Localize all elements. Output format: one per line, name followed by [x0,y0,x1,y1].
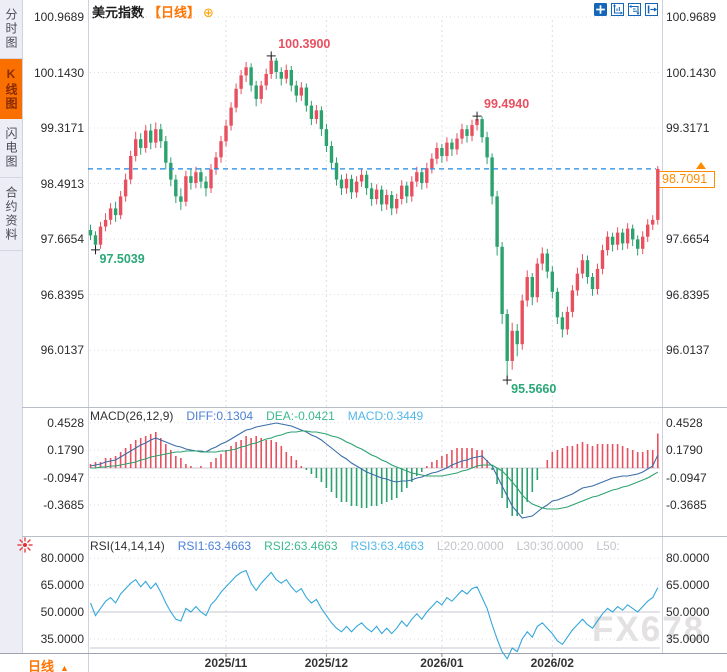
crosshair-icon[interactable] [594,3,607,16]
left-axis-label: 96.0137 [40,343,84,357]
macd-panel-separator [22,407,727,408]
left-axis-label: -0.0947 [43,470,84,485]
add-indicator-icon[interactable]: ⊕ [203,5,214,20]
left-axis-label: 100.1430 [33,65,84,80]
left-axis-label: 35.0000 [40,632,84,646]
right-axis-label: 0.4528 [666,415,703,430]
right-axis-label: -0.0947 [666,470,707,485]
indicator-title: MACD(26,12,9) [90,409,174,423]
alert-burst-icon[interactable] [16,536,34,554]
svg-text:97.5039: 97.5039 [100,252,145,266]
indicator-value: DIFF:0.1304 [186,409,254,423]
indicator-value: DEA:-0.0421 [266,409,335,423]
indicator-value: MACD:0.3449 [347,409,424,423]
chart-title: 美元指数 【日线】 ⊕ [92,2,214,21]
current-price-tag: 98.7091 [657,171,715,188]
left-axis-label: -0.3685 [43,497,84,512]
right-axis-label: 0.1790 [666,443,703,458]
indicator-value: L50: [596,539,620,553]
right-axis-label: 50.0000 [666,605,710,619]
exit-icon[interactable] [645,3,658,16]
svg-text:99.4940: 99.4940 [484,97,529,111]
left-axis-label: 97.6654 [40,232,84,246]
svg-text:95.5660: 95.5660 [511,382,556,396]
indicator-value: L30:30.0000 [516,539,584,553]
sidebar-tab-1[interactable]: 分时图 [0,0,22,59]
x-axis-label: 2026/01 [420,656,464,670]
right-axis-label: 99.3171 [666,121,710,135]
plot-left-border [88,0,89,672]
right-axis-label: 96.8395 [666,287,710,302]
period-tag: 【日线】 [148,5,201,20]
indicator-value: RSI2:63.4663 [264,539,338,553]
bottom-period-label: 日线 [28,659,55,672]
sidebar-tab-2[interactable]: K线图 [0,59,22,119]
indicator-value: L20:20.0000 [436,539,504,553]
watermark: FX678 [592,610,706,649]
sidebar: 分时图 K线图 闪电图 合约资料 [0,0,22,653]
x-axis-label: 2025/11 [204,656,248,670]
bottom-period-selector[interactable]: 日线 ▲ [28,656,69,672]
x-axis-line [0,653,727,654]
plot-right-border [662,0,663,653]
x-axis-label: 2026/02 [530,656,574,670]
right-axis-label: 100.9689 [666,10,717,24]
right-axis-label: 97.6654 [666,232,710,246]
symbol-name: 美元指数 [92,5,145,20]
left-axis-label: 99.3171 [40,121,84,135]
indicator-value: RSI3:63.4663 [350,539,424,553]
left-axis-label: 0.4528 [47,415,84,430]
macd-header: MACD(26,12,9) DIFF:0.1304 DEA:-0.0421 MACD:… [90,409,436,423]
sidebar-tab-4[interactable]: 合约资料 [0,178,22,251]
chart-toolbar [594,3,658,16]
left-axis-label: 0.1790 [47,443,84,458]
price-up-arrow-icon [696,162,706,169]
sidebar-tab-3[interactable]: 闪电图 [0,119,22,178]
right-axis-label: -0.3685 [666,497,707,512]
right-axis-label: 65.0000 [666,578,710,592]
right-axis-label: 96.0137 [666,343,710,357]
left-axis-label: 98.4913 [40,176,84,191]
left-axis-label: 100.9689 [33,10,84,24]
right-axis-label: 100.1430 [666,65,717,80]
scale-x-icon[interactable] [611,3,624,16]
indicator-title: RSI(14,14,14) [90,539,165,553]
right-axis-label: 80.0000 [666,551,710,565]
chart-canvas[interactable]: 100.3900 99.4940 97.5039 95.5660 [88,0,662,672]
left-axis-label: 65.0000 [40,578,84,592]
left-axis-label: 80.0000 [40,551,84,565]
right-axis-label: 35.0000 [666,632,710,646]
left-axis-label: 96.8395 [40,287,84,302]
x-axis-label: 2025/12 [304,656,349,670]
rsi-panel-separator [22,536,727,537]
left-axis-label: 50.0000 [40,605,84,619]
period-up-arrow-icon: ▲ [60,663,69,672]
scale-y-icon[interactable] [628,3,641,16]
indicator-value: RSI1:63.4663 [177,539,252,553]
svg-text:100.3900: 100.3900 [278,37,330,51]
rsi-header: RSI(14,14,14) RSI1:63.4663 RSI2:63.4663 RSI… [90,539,633,553]
sidebar-divider [22,0,23,653]
